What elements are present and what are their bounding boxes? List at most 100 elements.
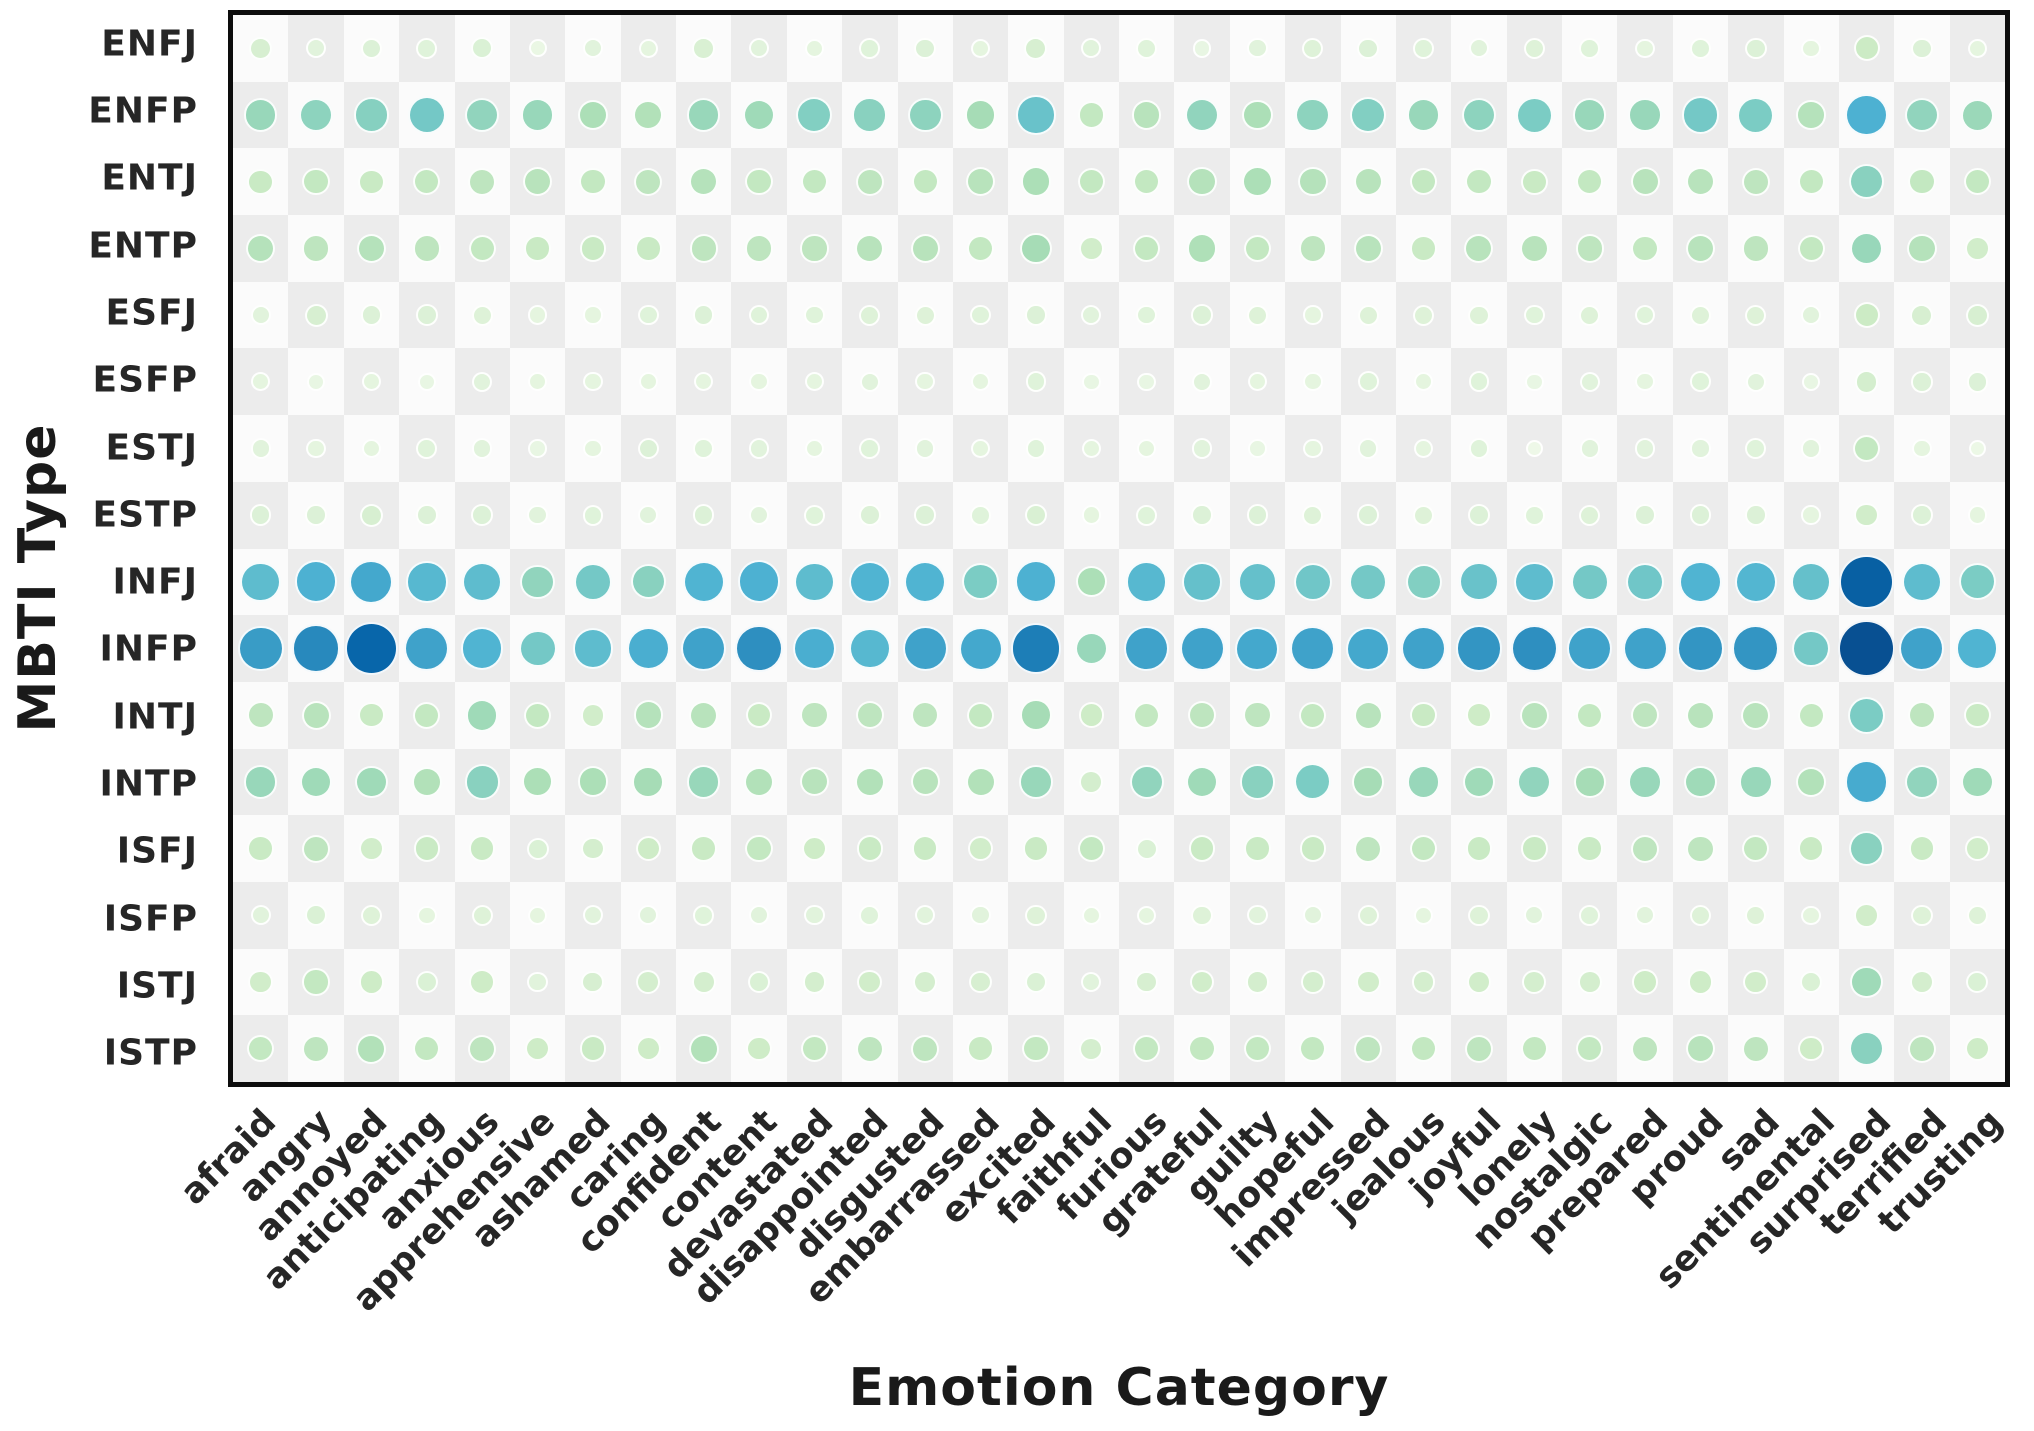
bubble: [1191, 904, 1213, 926]
heatmap-cell: [1063, 881, 1119, 949]
bubble: [528, 439, 547, 458]
bubble: [356, 233, 387, 264]
bubble: [854, 766, 885, 797]
heatmap-cell: [1949, 148, 2005, 216]
heatmap-cell: [676, 615, 732, 682]
heatmap-cell: [1119, 81, 1175, 149]
heatmap-cell: [731, 81, 787, 149]
bubble: [1247, 372, 1268, 392]
y-tick-label: ISFP: [103, 898, 198, 940]
y-tick-label: ENFP: [88, 90, 198, 132]
heatmap-cell: [1728, 415, 1784, 482]
bubble: [1576, 168, 1604, 196]
heatmap-cell: [1949, 615, 2005, 682]
bubble: [359, 503, 383, 527]
heatmap-cell: [1008, 815, 1064, 882]
bubble: [1631, 234, 1659, 263]
bubble: [1579, 37, 1601, 59]
bubble: [1966, 904, 1988, 926]
heatmap-cell: [233, 815, 289, 882]
heatmap-cell: [509, 748, 566, 816]
heatmap-cell: [1063, 681, 1119, 749]
bubble: [248, 969, 274, 995]
bubble: [800, 234, 829, 263]
bubble: [1690, 371, 1711, 393]
bubble: [1911, 904, 1933, 926]
heatmap-cell: [454, 815, 510, 882]
heatmap-cell: [1229, 815, 1286, 882]
heatmap-cell: [620, 348, 676, 416]
heatmap-cell: [676, 348, 732, 416]
bubble: [1519, 700, 1549, 730]
heatmap-cell: [343, 881, 400, 949]
bubble: [1413, 438, 1434, 459]
bubble: [1521, 168, 1548, 195]
heatmap-cell: [343, 281, 400, 349]
heatmap-cell: [1229, 215, 1286, 282]
heatmap-cell: [399, 748, 455, 816]
bubble: [1235, 626, 1280, 671]
bubble: [301, 1034, 331, 1063]
bubble: [468, 1034, 497, 1063]
bubble: [1020, 699, 1052, 732]
bubble: [1681, 96, 1720, 134]
bubble: [1464, 233, 1494, 263]
heatmap-cell: [1562, 81, 1618, 149]
heatmap-cell: [1672, 481, 1729, 549]
bubble: [1466, 702, 1492, 728]
heatmap-cell: [1395, 815, 1452, 882]
bubble: [1354, 1034, 1383, 1063]
heatmap-cell: [399, 948, 455, 1016]
bubble: [1357, 504, 1379, 526]
heatmap-cell: [786, 1015, 843, 1082]
bubble: [637, 304, 659, 326]
bubble: [1025, 371, 1047, 393]
heatmap-cell: [1617, 148, 1673, 216]
heatmap-cell: [1119, 815, 1175, 882]
heatmap-cell: [842, 615, 898, 682]
bubble: [1189, 969, 1215, 995]
bubble: [1243, 1035, 1272, 1063]
heatmap-cell: [343, 481, 400, 549]
heatmap-cell: [952, 148, 1009, 216]
bubble: [1745, 438, 1767, 459]
heatmap-cell: [1008, 748, 1064, 816]
heatmap-cell: [1395, 81, 1452, 149]
heatmap-cell: [288, 881, 344, 949]
heatmap-cell: [1617, 548, 1673, 616]
bubble: [748, 304, 770, 326]
heatmap-cell: [1229, 615, 1286, 682]
y-tick-label: ISTJ: [116, 965, 198, 1007]
bubble: [1303, 372, 1323, 392]
heatmap-cell: [1229, 1015, 1286, 1082]
bubble: [1242, 166, 1273, 198]
heatmap-cell: [1617, 415, 1673, 482]
bubble: [355, 765, 388, 799]
heatmap-cell: [565, 481, 621, 549]
heatmap-cell: [1174, 615, 1230, 682]
bubble: [1848, 696, 1886, 734]
bubble: [1405, 563, 1442, 600]
heatmap-cell: [676, 681, 732, 749]
heatmap-cell: [343, 81, 400, 149]
heatmap-cell: [454, 148, 510, 216]
bubble: [1409, 168, 1438, 196]
bubble: [1293, 562, 1332, 601]
heatmap-cell: [897, 948, 953, 1016]
bubble: [1248, 439, 1267, 458]
heatmap-cell: [565, 548, 621, 616]
heatmap-cell: [1838, 615, 1895, 682]
heatmap-cell: [731, 615, 787, 682]
heatmap-cell: [233, 415, 289, 482]
bubble: [1247, 38, 1268, 59]
bubble: [250, 438, 271, 459]
bubble: [1077, 834, 1105, 863]
bubble: [301, 834, 331, 863]
bubble: [1964, 236, 1990, 261]
bubble: [911, 1034, 940, 1063]
heatmap-cell: [842, 1015, 898, 1082]
bubble: [962, 563, 1000, 601]
bubble: [859, 304, 881, 326]
bubble: [1797, 168, 1825, 196]
bubble: [910, 233, 940, 263]
